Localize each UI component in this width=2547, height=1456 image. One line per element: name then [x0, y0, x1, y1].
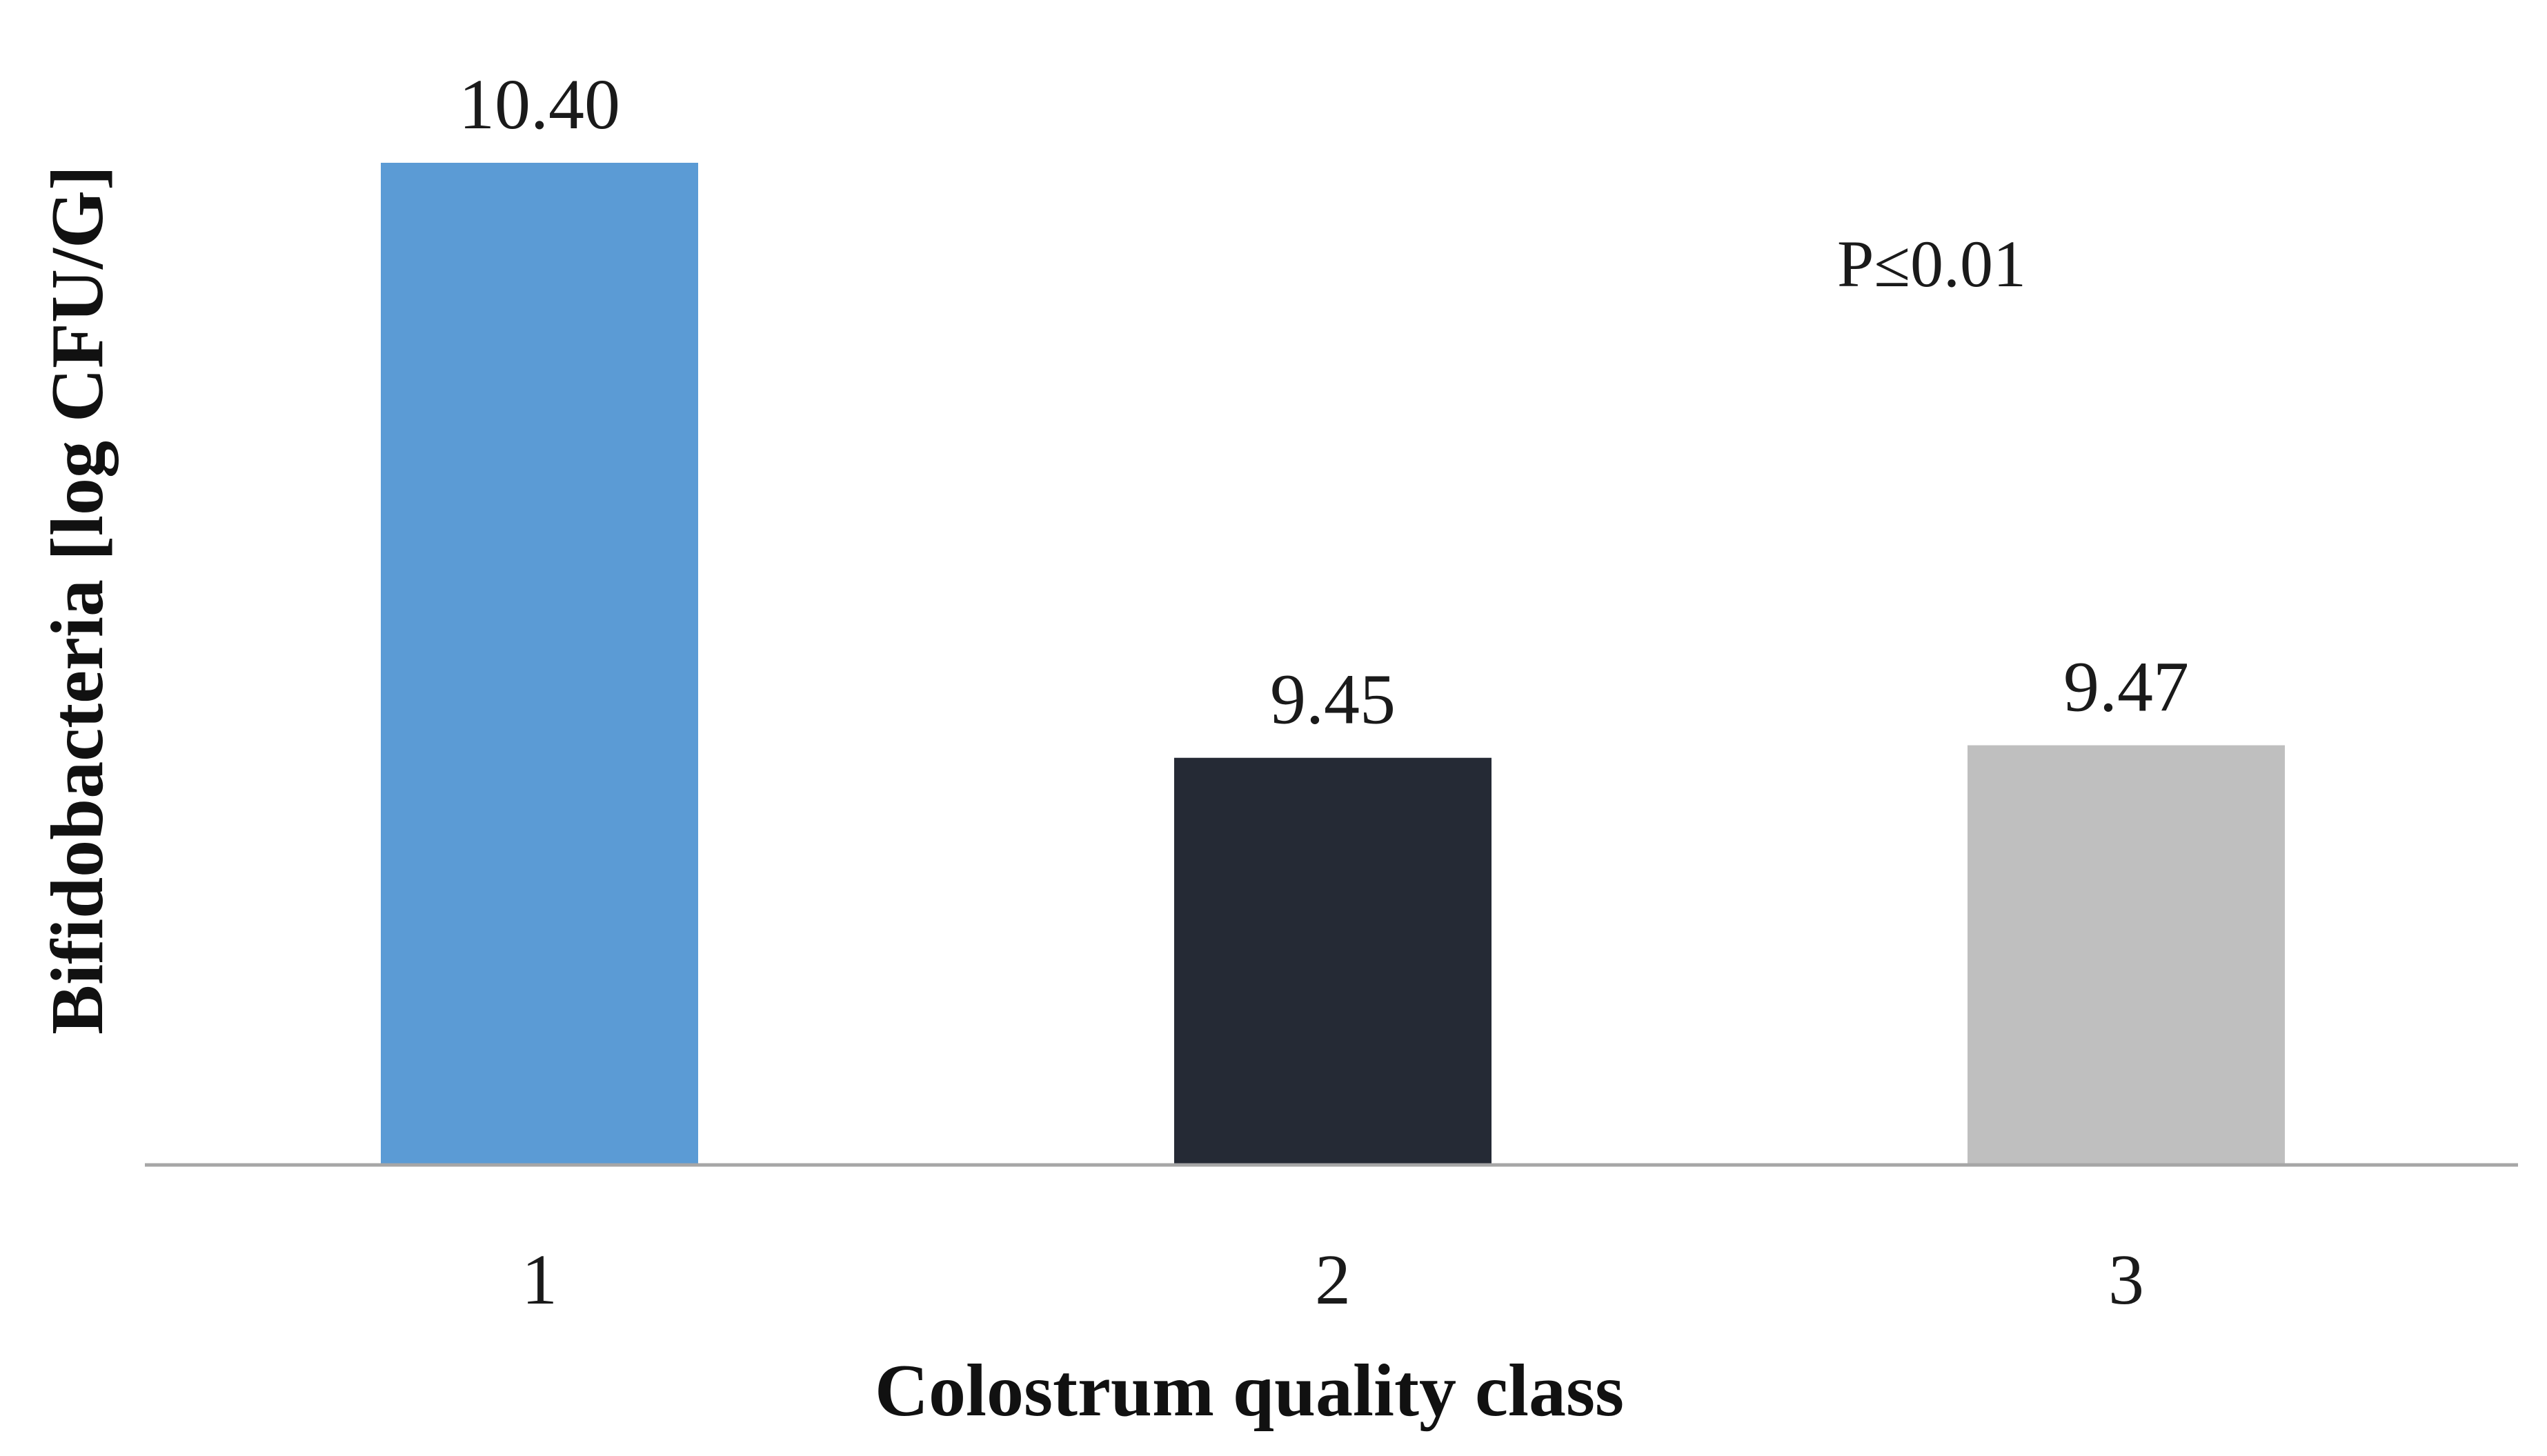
- bar-2: [1174, 757, 1491, 1165]
- x-tick-label-1: 1: [522, 1240, 557, 1319]
- labels-layer: 10.40 9.45 9.47: [459, 65, 2189, 739]
- x-tick-labels: 1 2 3: [522, 1240, 2144, 1319]
- data-label-2: 9.45: [1270, 660, 1396, 739]
- bars-layer: [381, 163, 2285, 1165]
- x-tick-label-2: 2: [1315, 1240, 1351, 1319]
- bar-1: [381, 163, 698, 1165]
- data-label-3: 9.47: [2063, 648, 2189, 727]
- y-axis-title: Bifidobacteria [log CFU/G]: [37, 166, 119, 1035]
- data-label-1: 10.40: [459, 65, 620, 144]
- annotation-p-value: P≤0.01: [1837, 227, 2026, 301]
- x-axis-title: Colostrum quality class: [875, 1350, 1624, 1432]
- bar-3: [1968, 745, 2285, 1165]
- x-tick-label-3: 3: [2108, 1240, 2144, 1319]
